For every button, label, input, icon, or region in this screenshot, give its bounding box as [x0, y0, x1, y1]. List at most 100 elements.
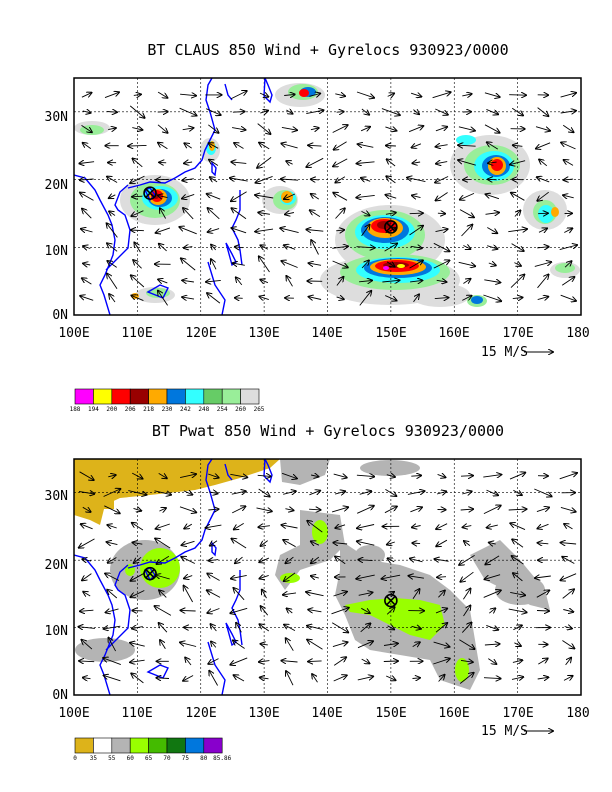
wind-vector — [259, 143, 270, 150]
wind-vector — [559, 473, 577, 480]
wind-vector — [282, 525, 298, 528]
wind-vector — [356, 574, 375, 579]
wind-vector — [206, 280, 221, 282]
wind-vector — [208, 658, 219, 664]
wind-vector — [412, 543, 421, 544]
colorbar-swatch — [93, 388, 113, 405]
gyre-marker — [384, 593, 398, 608]
colorbar-label: 254 — [217, 406, 228, 413]
colorbar-swatch — [129, 388, 149, 405]
wind-vector — [81, 93, 92, 98]
wind-vector — [259, 661, 270, 662]
wind-vector — [211, 245, 216, 250]
wind-vector — [158, 291, 168, 306]
wind-vector — [358, 560, 373, 561]
colorbar-label: 194 — [88, 406, 99, 413]
top-lat-label: 10N — [45, 244, 68, 259]
colorbar-label: 65 — [145, 755, 153, 762]
bottom-lon-label: 130E — [248, 706, 279, 721]
wind-vector — [209, 160, 219, 166]
wind-vector — [209, 671, 218, 686]
top-lon-label: 130E — [248, 326, 279, 341]
wind-vector — [107, 590, 118, 599]
wind-vector — [410, 559, 423, 562]
wind-vector — [535, 576, 551, 578]
wind-vector — [234, 588, 245, 601]
wind-vector — [460, 476, 473, 477]
wind-vector — [104, 626, 121, 629]
wind-vector — [356, 195, 375, 197]
wind-vector — [513, 489, 521, 495]
wind-vector — [311, 194, 320, 200]
wind-vector — [158, 473, 167, 478]
wind-vector — [80, 296, 94, 301]
wind-vector — [433, 242, 450, 251]
wind-vector — [460, 509, 474, 510]
wind-vector — [436, 280, 447, 282]
wind-vector — [436, 162, 448, 164]
wind-vector — [259, 256, 270, 273]
wind-vector — [361, 260, 369, 269]
bottom-panel-title: BT Pwat 850 Wind + Gyrelocs 930923/0000 — [152, 422, 504, 440]
colorbar-swatch — [203, 388, 223, 405]
wind-vector — [412, 678, 420, 679]
colorbar-label: 248 — [198, 406, 209, 413]
wind-vector — [181, 557, 196, 564]
wind-vector — [231, 575, 247, 578]
wind-vector — [560, 93, 576, 98]
wind-vector — [107, 243, 118, 252]
wind-vector — [82, 209, 92, 219]
wind-vector — [109, 211, 116, 215]
wind-vector — [334, 141, 347, 150]
wind-vector — [132, 627, 143, 629]
wind-vector — [332, 246, 348, 248]
wind-vector — [563, 195, 574, 198]
wind-vector — [234, 143, 244, 149]
gyre-marker — [143, 566, 157, 581]
top-colorbar: 188 194 200 206 218 230 242 248 254 260 265 — [70, 388, 265, 413]
wind-vector — [131, 472, 142, 479]
wind-vector — [159, 590, 167, 598]
wind-vector — [560, 294, 576, 301]
bottom-lon-label: 180 — [566, 706, 589, 721]
wind-vector — [334, 491, 345, 494]
wind-vector — [361, 225, 370, 237]
wind-vector — [564, 627, 572, 629]
wind-vector — [261, 606, 269, 616]
wind-vector — [437, 213, 445, 214]
wind-vector — [285, 213, 294, 215]
wind-vector — [387, 159, 396, 167]
wind-vector — [436, 491, 446, 494]
wind-vector — [487, 525, 498, 528]
wind-vector — [78, 492, 94, 494]
wind-vector — [283, 540, 296, 548]
wind-vector — [182, 540, 195, 545]
colorbar-swatch — [240, 388, 260, 405]
wind-vector — [235, 247, 243, 248]
wind-vector — [211, 642, 216, 648]
wind-vector — [310, 128, 319, 130]
wind-vector — [182, 179, 194, 181]
wind-vector — [280, 228, 299, 234]
wind-vector — [409, 260, 423, 269]
bottom-lat-label: 20N — [45, 558, 68, 573]
wind-vector — [483, 590, 501, 598]
wind-vector — [109, 195, 116, 198]
wind-vector — [133, 542, 143, 544]
wind-vector — [464, 541, 471, 546]
wind-vector — [381, 108, 400, 116]
wind-vector — [386, 676, 395, 680]
wind-vector — [286, 110, 292, 114]
wind-vector — [182, 297, 195, 299]
wind-vector — [433, 659, 450, 665]
bottom-map-area — [74, 459, 581, 695]
wind-vector — [128, 145, 147, 146]
wind-vector — [483, 294, 501, 301]
wind-vector — [333, 543, 348, 544]
wind-vector — [261, 540, 268, 546]
colorbar-swatch — [148, 388, 168, 405]
wind-vector — [306, 110, 323, 113]
wind-vector — [311, 576, 319, 578]
wind-vector — [333, 592, 347, 597]
wind-vector — [562, 557, 575, 564]
